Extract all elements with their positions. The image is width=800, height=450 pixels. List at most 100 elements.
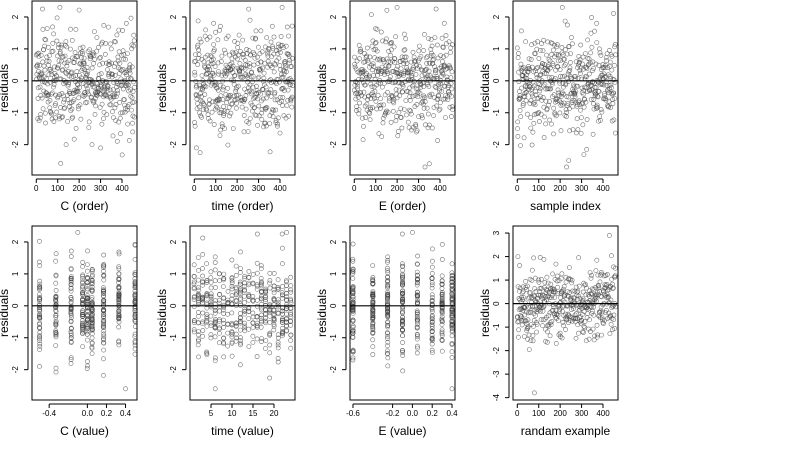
data-point	[377, 56, 383, 62]
data-point	[594, 106, 599, 111]
data-point	[400, 353, 406, 358]
data-point	[410, 93, 416, 99]
data-point	[370, 278, 375, 284]
data-point	[195, 18, 201, 24]
data-point	[385, 64, 391, 70]
x-tick-label: 100	[209, 184, 223, 193]
data-point	[350, 241, 356, 247]
data-point	[212, 319, 218, 325]
data-point	[233, 286, 239, 292]
data-point	[233, 298, 239, 304]
data-point	[401, 31, 407, 37]
data-point	[101, 261, 107, 267]
data-point	[402, 47, 408, 53]
data-point	[350, 289, 356, 295]
data-point	[279, 283, 285, 289]
data-point	[200, 300, 206, 306]
data-point	[191, 286, 197, 292]
data-point	[264, 51, 270, 57]
data-point	[385, 71, 391, 76]
y-tick-label: -2	[11, 141, 20, 149]
data-point	[520, 290, 525, 296]
data-point	[61, 106, 67, 112]
data-point	[212, 334, 218, 340]
data-point	[612, 42, 618, 47]
data-point	[383, 63, 389, 69]
data-point	[370, 344, 376, 350]
data-point	[594, 334, 600, 340]
data-point	[398, 115, 404, 120]
data-point	[247, 116, 253, 121]
data-point	[84, 366, 90, 371]
data-point	[515, 319, 521, 325]
data-point	[414, 324, 420, 330]
data-point	[429, 246, 435, 252]
y-tick-label: -2	[492, 141, 501, 149]
data-point	[113, 39, 118, 45]
x-tick-label: 200	[72, 184, 86, 193]
data-point	[270, 107, 275, 112]
points	[33, 5, 137, 166]
data-point	[449, 104, 455, 110]
data-point	[53, 251, 59, 257]
data-point	[85, 68, 91, 74]
data-point	[56, 42, 62, 47]
data-point	[439, 314, 445, 319]
data-point	[568, 295, 574, 301]
data-point	[372, 77, 378, 82]
data-point	[288, 274, 294, 280]
data-point	[586, 336, 592, 342]
data-point	[68, 46, 73, 52]
data-point	[91, 98, 97, 104]
data-point	[356, 107, 362, 113]
data-point	[523, 39, 528, 45]
data-point	[571, 74, 577, 79]
data-point	[531, 120, 537, 126]
data-point	[85, 325, 90, 331]
data-point	[589, 272, 594, 278]
y-axis-label: residuals	[315, 289, 329, 337]
data-point	[436, 88, 442, 94]
y-tick-label: -1	[169, 109, 178, 117]
data-point	[212, 267, 218, 273]
data-point	[541, 293, 546, 298]
data-point	[534, 66, 539, 71]
x-tick-label: 300	[575, 184, 589, 193]
data-point	[89, 294, 95, 300]
data-point	[263, 84, 269, 90]
data-point	[37, 238, 42, 244]
data-point	[385, 257, 391, 263]
x-axis-label: C (order)	[60, 199, 108, 213]
data-point	[384, 265, 390, 271]
data-point	[429, 258, 435, 264]
data-point	[128, 87, 133, 93]
data-point	[201, 107, 206, 113]
data-point	[610, 286, 616, 291]
data-point	[204, 350, 210, 356]
y-tick-label: -2	[492, 347, 501, 355]
data-point	[610, 285, 616, 291]
data-point	[69, 38, 75, 43]
data-point	[237, 362, 243, 368]
data-point	[276, 55, 282, 61]
data-point	[414, 128, 420, 134]
data-point	[74, 69, 80, 74]
data-point	[401, 47, 407, 53]
data-point	[221, 111, 227, 116]
data-point	[121, 52, 127, 58]
data-point	[208, 275, 214, 281]
data-point	[107, 87, 113, 93]
data-point	[284, 323, 289, 329]
data-point	[400, 296, 405, 302]
data-point	[449, 321, 455, 327]
data-point	[602, 282, 608, 288]
data-point	[129, 46, 134, 52]
data-point	[217, 133, 223, 138]
data-point	[603, 310, 608, 315]
data-point	[582, 319, 588, 324]
data-point	[250, 84, 256, 90]
data-point	[523, 98, 529, 104]
data-point	[208, 320, 214, 326]
data-point	[37, 363, 42, 369]
data-point	[384, 7, 390, 13]
